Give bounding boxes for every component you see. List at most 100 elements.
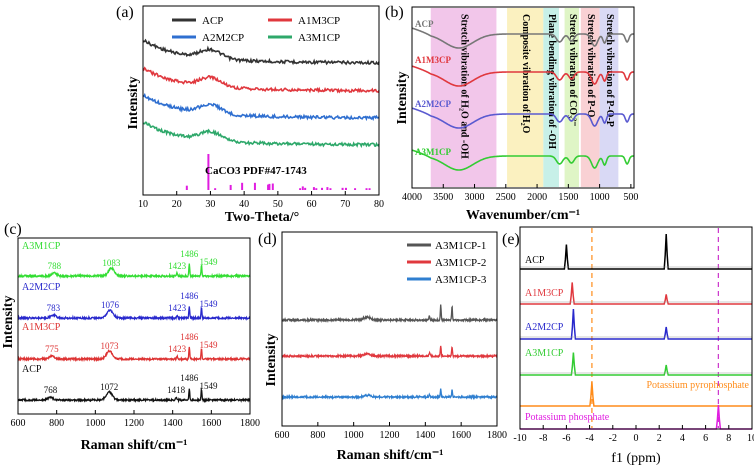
x-axis-label-a: Two-Theta/° xyxy=(225,210,300,225)
raman-peak-label: 1549 xyxy=(199,381,218,391)
ftir-band-label: Stretch vibration of H₂O and -OH xyxy=(459,14,470,159)
y-axis-label-a: Intensity xyxy=(126,77,141,130)
x-tick-label-2: 1400 xyxy=(163,418,183,429)
x-axis-ticks-e: -10 -8 -6 -4 -2 0 2 4 6 8 10 xyxy=(513,425,754,444)
x-tick-label-4: 4 xyxy=(680,433,685,444)
plot-frame-a xyxy=(142,5,380,196)
xrd-line-a1m3cp xyxy=(142,66,380,94)
x-tick-label-3: 1200 xyxy=(380,430,400,441)
y-axis-label-b: Intensity xyxy=(395,72,410,125)
x-tick-label-0: 10 xyxy=(138,199,148,210)
x-tick-label-1: 3000 xyxy=(465,192,485,203)
x-tick-label-2: 1000 xyxy=(85,418,105,429)
x-tick-label-0: 20 xyxy=(172,199,182,210)
x-axis-label-d: Raman shift/cm⁻¹ xyxy=(337,448,444,463)
panel-b: (b) Stretch vibration of H₂O and -OH Comp… xyxy=(385,4,638,223)
x-tick-label-0: 50 xyxy=(273,199,283,210)
raman-line-a2m2cp xyxy=(17,306,251,322)
x-tick-label-4: -6 xyxy=(562,433,570,444)
x-axis-ticks-b: 4000 3500 3000 2500 2000 1500 1000 500 xyxy=(402,184,638,203)
raman-peak-label: 1423 xyxy=(168,303,187,313)
x-axis-ticks-d: 600 800 1000 1200 1400 1600 1800 xyxy=(275,422,507,441)
x-axis-label-b: Wavenumber/cm⁻¹ xyxy=(466,208,580,223)
x-axis-label-c: Raman shift/cm⁻¹ xyxy=(81,438,188,453)
ftir-line-a1m3cp xyxy=(411,65,634,87)
x-tick-label-4: 6 xyxy=(703,433,708,444)
x-tick-label-2: 800 xyxy=(49,418,64,429)
nmr-line-a1m3cp xyxy=(520,282,752,305)
x-tick-label-0: 30 xyxy=(205,199,215,210)
x-tick-label-4: -4 xyxy=(585,433,593,444)
ftir-line-acp xyxy=(411,27,634,49)
xrd-line-a2m2cp xyxy=(142,92,380,122)
x-tick-label-4: -2 xyxy=(609,433,617,444)
raman-peak-label: 1083 xyxy=(102,258,121,268)
ftir-series-label: A3M1CP xyxy=(415,147,451,157)
raman-line-a3m1cp xyxy=(17,263,251,280)
x-tick-label-2: 1600 xyxy=(201,418,221,429)
ftir-band xyxy=(564,8,579,187)
xrd-reference-peaks xyxy=(185,154,371,190)
ftir-band-label: Composite vibration of H₂O xyxy=(520,14,531,134)
x-tick-label-0: 60 xyxy=(307,199,317,210)
raman-peak-label: 1073 xyxy=(100,341,119,351)
raman-peak-label: 1418 xyxy=(167,385,186,395)
x-axis-label-e: f1 (ppm) xyxy=(611,451,661,466)
raman-peak-label: 1486 xyxy=(180,249,199,259)
y-axis-label-c: Intensity xyxy=(1,296,16,349)
raman-peak-label: 1549 xyxy=(199,340,218,350)
ftir-line-a3m1cp xyxy=(411,149,634,171)
nmr-line-acp xyxy=(520,233,752,270)
panel-d: (d) A3M1CP-1 A3M1CP-2 A3M1CP-3 600 800 1000 1… xyxy=(258,231,507,463)
ftir-band xyxy=(580,8,600,187)
legend-label-d: A3M1CP-2 xyxy=(435,257,486,269)
raman-d-line-1 xyxy=(281,304,498,324)
raman-peak-label: 768 xyxy=(44,385,58,395)
x-tick-label-0: 80 xyxy=(374,199,384,210)
nmr-series-label: ACP xyxy=(525,255,545,266)
nmr-series-label: Potassium pyrophosphate xyxy=(647,380,750,391)
raman-peak-label: 1072 xyxy=(100,382,118,392)
raman-peak-label: 1076 xyxy=(101,300,120,310)
x-axis-ticks-c: 600 800 1000 1200 1400 1600 1800 xyxy=(11,410,260,429)
ftir-band xyxy=(543,8,559,187)
panel-a: (a) ACP A1M3CP A2M2CP A3M1CP CaCO3 PDF#47-1… xyxy=(116,4,384,225)
panel-e: (e) ACP A1M3CP A2M2CP A3M1CP Potassium pyrop… xyxy=(502,226,754,466)
x-tick-label-3: 1000 xyxy=(344,430,364,441)
raman-line-acp xyxy=(17,387,251,404)
x-tick-label-1: 3500 xyxy=(433,192,453,203)
nmr-series-label: A2M2CP xyxy=(525,322,564,333)
legend-d: A3M1CP-1 A3M1CP-2 A3M1CP-3 xyxy=(407,240,487,286)
nmr-series-label: A3M1CP xyxy=(525,348,564,359)
raman-d-line-2 xyxy=(281,345,498,360)
x-tick-label-2: 600 xyxy=(11,418,26,429)
xrd-patterns xyxy=(142,38,380,149)
x-tick-label-4: -10 xyxy=(513,433,526,444)
raman-peak-label: 783 xyxy=(47,303,61,313)
raman-peak-label: 1486 xyxy=(180,291,199,301)
nmr-line-a3m1cp xyxy=(520,352,752,376)
x-tick-label-4: -8 xyxy=(539,433,547,444)
ftir-series-label: A1M3CP xyxy=(415,55,451,65)
legend-a: ACP A1M3CP A2M2CP A3M1CP xyxy=(172,15,340,44)
raman-spectra-c xyxy=(17,263,251,404)
ftir-band xyxy=(507,8,544,187)
x-tick-label-1: 4000 xyxy=(402,192,422,203)
xrd-line-acp xyxy=(142,38,380,66)
raman-peak-label: 788 xyxy=(48,261,62,271)
x-tick-label-3: 1600 xyxy=(451,430,471,441)
legend-label-a: A1M3CP xyxy=(298,15,340,27)
x-tick-label-0: 70 xyxy=(340,199,350,210)
x-tick-label-4: 10 xyxy=(747,433,754,444)
raman-peak-label: 1549 xyxy=(199,299,218,309)
x-tick-label-3: 1400 xyxy=(415,430,435,441)
x-tick-label-1: 2500 xyxy=(496,192,516,203)
legend-label-a: A3M1CP xyxy=(298,32,340,44)
y-axis-label-d: Intensity xyxy=(264,334,279,387)
ftir-series-label: ACP xyxy=(415,19,434,29)
raman-series-label: A3M1CP xyxy=(22,241,61,252)
ftir-band-label: Plane bending vibration of -OH xyxy=(546,14,557,149)
